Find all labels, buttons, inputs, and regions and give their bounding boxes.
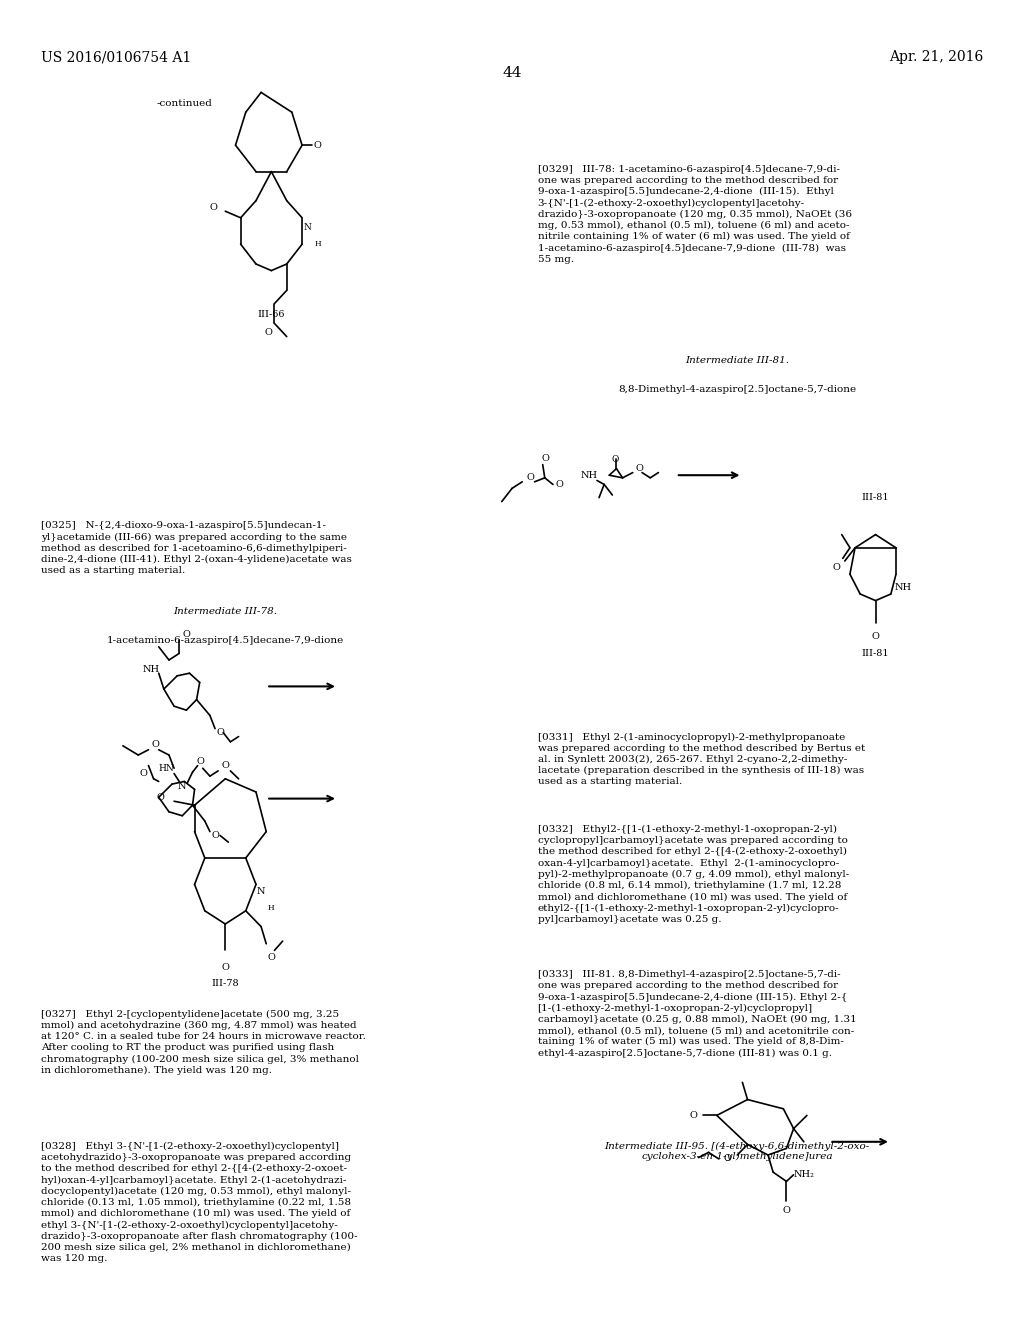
Text: O: O <box>526 474 535 482</box>
Text: -continued: -continued <box>157 99 212 108</box>
Text: N: N <box>303 223 311 231</box>
Text: [0329]   III-78: 1-acetamino-6-azaspiro[4.5]decane-7,9-di-
one was prepared acco: [0329] III-78: 1-acetamino-6-azaspiro[4.… <box>538 165 852 264</box>
Text: [0332]   Ethyl2-{[1-(1-ethoxy-2-methyl-1-oxopropan-2-yl)
cyclopropyl]carbamoyl}a: [0332] Ethyl2-{[1-(1-ethoxy-2-methyl-1-o… <box>538 825 849 924</box>
Text: O: O <box>689 1111 697 1119</box>
Text: NH: NH <box>581 471 597 479</box>
Text: [0327]   Ethyl 2-[cyclopentylidene]acetate (500 mg, 3.25
mmol) and acetohydrazin: [0327] Ethyl 2-[cyclopentylidene]acetate… <box>41 1010 366 1074</box>
Text: N: N <box>178 783 186 791</box>
Text: O: O <box>211 832 219 840</box>
Text: [0331]   Ethyl 2-(1-aminocyclopropyl)-2-methylpropanoate
was prepared according : [0331] Ethyl 2-(1-aminocyclopropyl)-2-me… <box>538 733 865 787</box>
Text: O: O <box>542 454 550 462</box>
Text: O: O <box>216 729 224 737</box>
Text: O: O <box>833 564 841 572</box>
Text: H: H <box>314 240 321 248</box>
Text: 1-acetamino-6-azaspiro[4.5]decane-7,9-dione: 1-acetamino-6-azaspiro[4.5]decane-7,9-di… <box>106 636 344 645</box>
Text: H: H <box>268 904 274 912</box>
Text: O: O <box>152 741 160 748</box>
Text: Intermediate III-81.: Intermediate III-81. <box>685 356 790 366</box>
Text: O: O <box>782 1206 791 1214</box>
Text: O: O <box>723 1155 731 1163</box>
Text: III-81: III-81 <box>862 492 889 502</box>
Text: US 2016/0106754 A1: US 2016/0106754 A1 <box>41 50 191 65</box>
Text: O: O <box>555 480 563 488</box>
Text: O: O <box>313 141 322 149</box>
Text: O: O <box>221 964 229 972</box>
Text: [0328]   Ethyl 3-{N'-[1-(2-ethoxy-2-oxoethyl)cyclopentyl]
acetohydrazido}-3-oxop: [0328] Ethyl 3-{N'-[1-(2-ethoxy-2-oxoeth… <box>41 1142 357 1263</box>
Text: O: O <box>197 758 205 766</box>
Text: III-66: III-66 <box>258 310 285 319</box>
Text: [0325]   N-{2,4-dioxo-9-oxa-1-azaspiro[5.5]undecan-1-
yl}acetamide (III-66) was : [0325] N-{2,4-dioxo-9-oxa-1-azaspiro[5.5… <box>41 521 352 576</box>
Text: O: O <box>611 455 620 463</box>
Text: O: O <box>871 632 880 640</box>
Text: O: O <box>139 770 147 777</box>
Text: Intermediate III-78.: Intermediate III-78. <box>173 607 278 616</box>
Text: 44: 44 <box>502 66 522 81</box>
Text: NH: NH <box>895 583 911 591</box>
Text: O: O <box>635 465 643 473</box>
Text: O: O <box>267 953 275 961</box>
Text: 8,8-Dimethyl-4-azaspiro[2.5]octane-5,7-dione: 8,8-Dimethyl-4-azaspiro[2.5]octane-5,7-d… <box>618 385 856 395</box>
Text: HN: HN <box>158 764 174 772</box>
Text: NH₂: NH₂ <box>794 1171 814 1179</box>
Text: N: N <box>257 887 265 895</box>
Text: Apr. 21, 2016: Apr. 21, 2016 <box>889 50 983 65</box>
Text: NH: NH <box>143 665 160 673</box>
Text: III-78: III-78 <box>212 979 239 987</box>
Text: O: O <box>264 329 272 337</box>
Text: [0333]   III-81. 8,8-Dimethyl-4-azaspiro[2.5]octane-5,7-di-
one was prepared acc: [0333] III-81. 8,8-Dimethyl-4-azaspiro[2… <box>538 970 856 1057</box>
Text: O: O <box>221 762 229 770</box>
Text: Intermediate III-95. [(4-ethoxy-6,6-dimethyl-2-oxo-
cyclohex-3-en-1-yl)methylide: Intermediate III-95. [(4-ethoxy-6,6-dime… <box>604 1142 870 1162</box>
Text: O: O <box>157 793 165 801</box>
Text: O: O <box>209 203 217 211</box>
Text: III-81: III-81 <box>862 649 889 657</box>
Text: O: O <box>182 631 190 639</box>
